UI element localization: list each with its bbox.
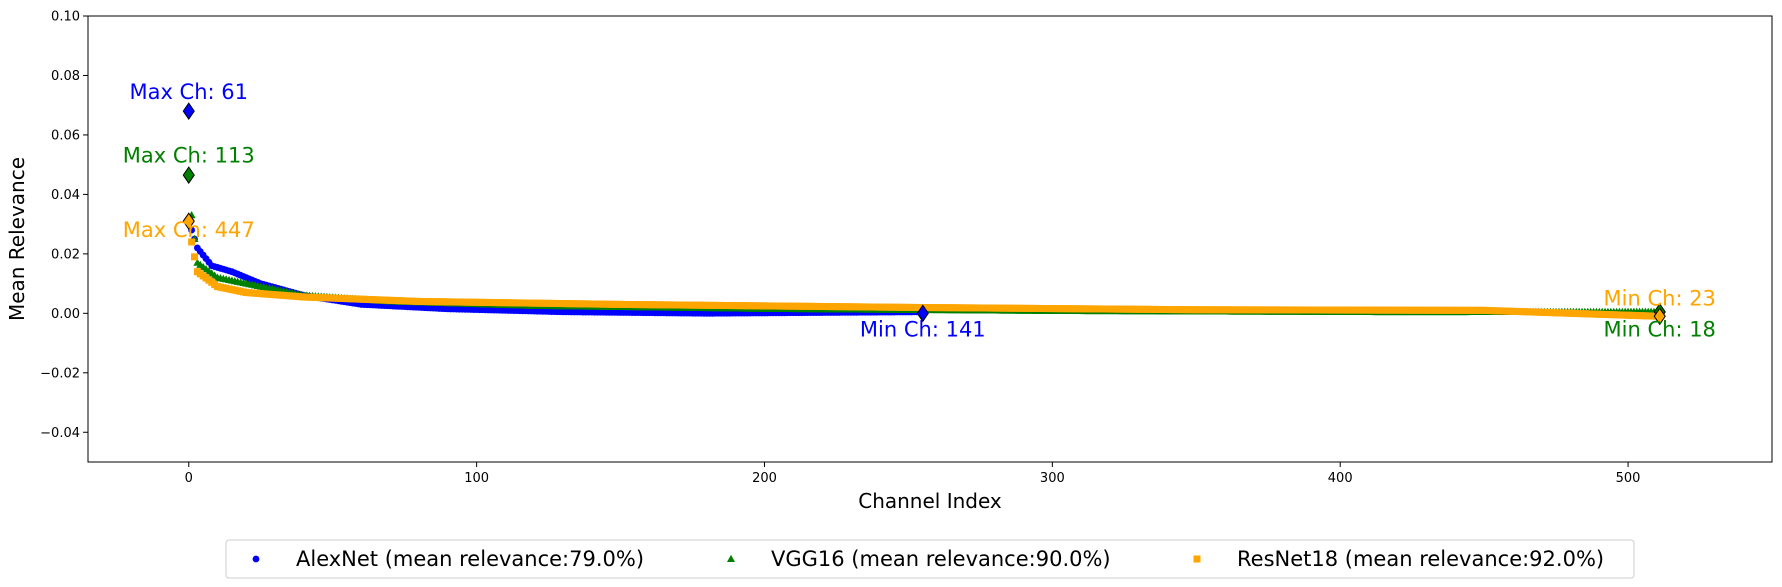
series-2: [184, 170, 1664, 316]
x-tick-label: 500: [1616, 471, 1641, 486]
extreme-diamond-marker: [1653, 307, 1666, 326]
x-tick-label: 200: [752, 471, 777, 486]
legend-box: [225, 539, 1635, 579]
annotation-label: Min Ch: 23: [1604, 286, 1716, 310]
plot-frame: [87, 15, 1773, 463]
y-tick-label: 0.04: [51, 188, 80, 203]
legend: AlexNet (mean relevance:79.0%) VGG16 (mea…: [225, 539, 1635, 579]
annotation-label: Min Ch: 141: [860, 318, 986, 342]
legend-label: VGG16 (mean relevance:90.0%): [771, 547, 1111, 571]
y-tick-label: 0.00: [51, 307, 80, 322]
extreme-diamond-marker: [916, 304, 929, 323]
y-tick-label: 0.08: [51, 69, 80, 84]
extreme-markers: [182, 102, 1666, 326]
annotation-label: Min Ch: 18: [1604, 318, 1716, 342]
x-axis-ticks: 0 100 200 300 400 500: [185, 462, 1641, 486]
x-axis-label: Channel Index: [858, 489, 1002, 513]
extreme-diamond-marker: [182, 102, 195, 121]
legend-marker: [1193, 555, 1201, 563]
annotation-label: Max Ch: 61: [129, 80, 248, 104]
x-tick-label: 400: [1328, 471, 1353, 486]
series-3: [185, 217, 1664, 320]
x-tick-label: 100: [464, 471, 489, 486]
y-axis-ticks: −0.04 −0.02 0.00 0.02 0.04 0.06 0.08 0.10: [40, 10, 88, 441]
legend-marker: [252, 555, 260, 563]
data-point: [188, 238, 196, 246]
legend-marker: [727, 554, 735, 562]
data-points: [184, 107, 1664, 320]
annotations: Max Ch: 61 Max Ch: 113 Max Ch: 447 Min Ch: …: [123, 80, 1716, 342]
annotation-label: Max Ch: 447: [123, 218, 255, 242]
x-tick-label: 300: [1040, 471, 1065, 486]
series-1: [185, 107, 927, 317]
extreme-diamond-marker: [182, 212, 195, 231]
y-tick-label: 0.02: [51, 247, 80, 262]
legend-label: ResNet18 (mean relevance:92.0%): [1237, 547, 1604, 571]
data-point: [188, 226, 196, 234]
y-axis-label: Mean Relevance: [5, 157, 29, 321]
annotation-label: Max Ch: 113: [123, 144, 255, 168]
y-tick-label: −0.02: [40, 366, 80, 381]
x-tick-label: 0: [185, 471, 193, 486]
data-point: [191, 253, 199, 261]
legend-label: AlexNet (mean relevance:79.0%): [296, 547, 644, 571]
y-tick-label: 0.10: [51, 10, 80, 25]
y-tick-label: −0.04: [40, 426, 80, 441]
y-tick-label: 0.06: [51, 128, 80, 143]
extreme-diamond-marker: [182, 166, 195, 184]
